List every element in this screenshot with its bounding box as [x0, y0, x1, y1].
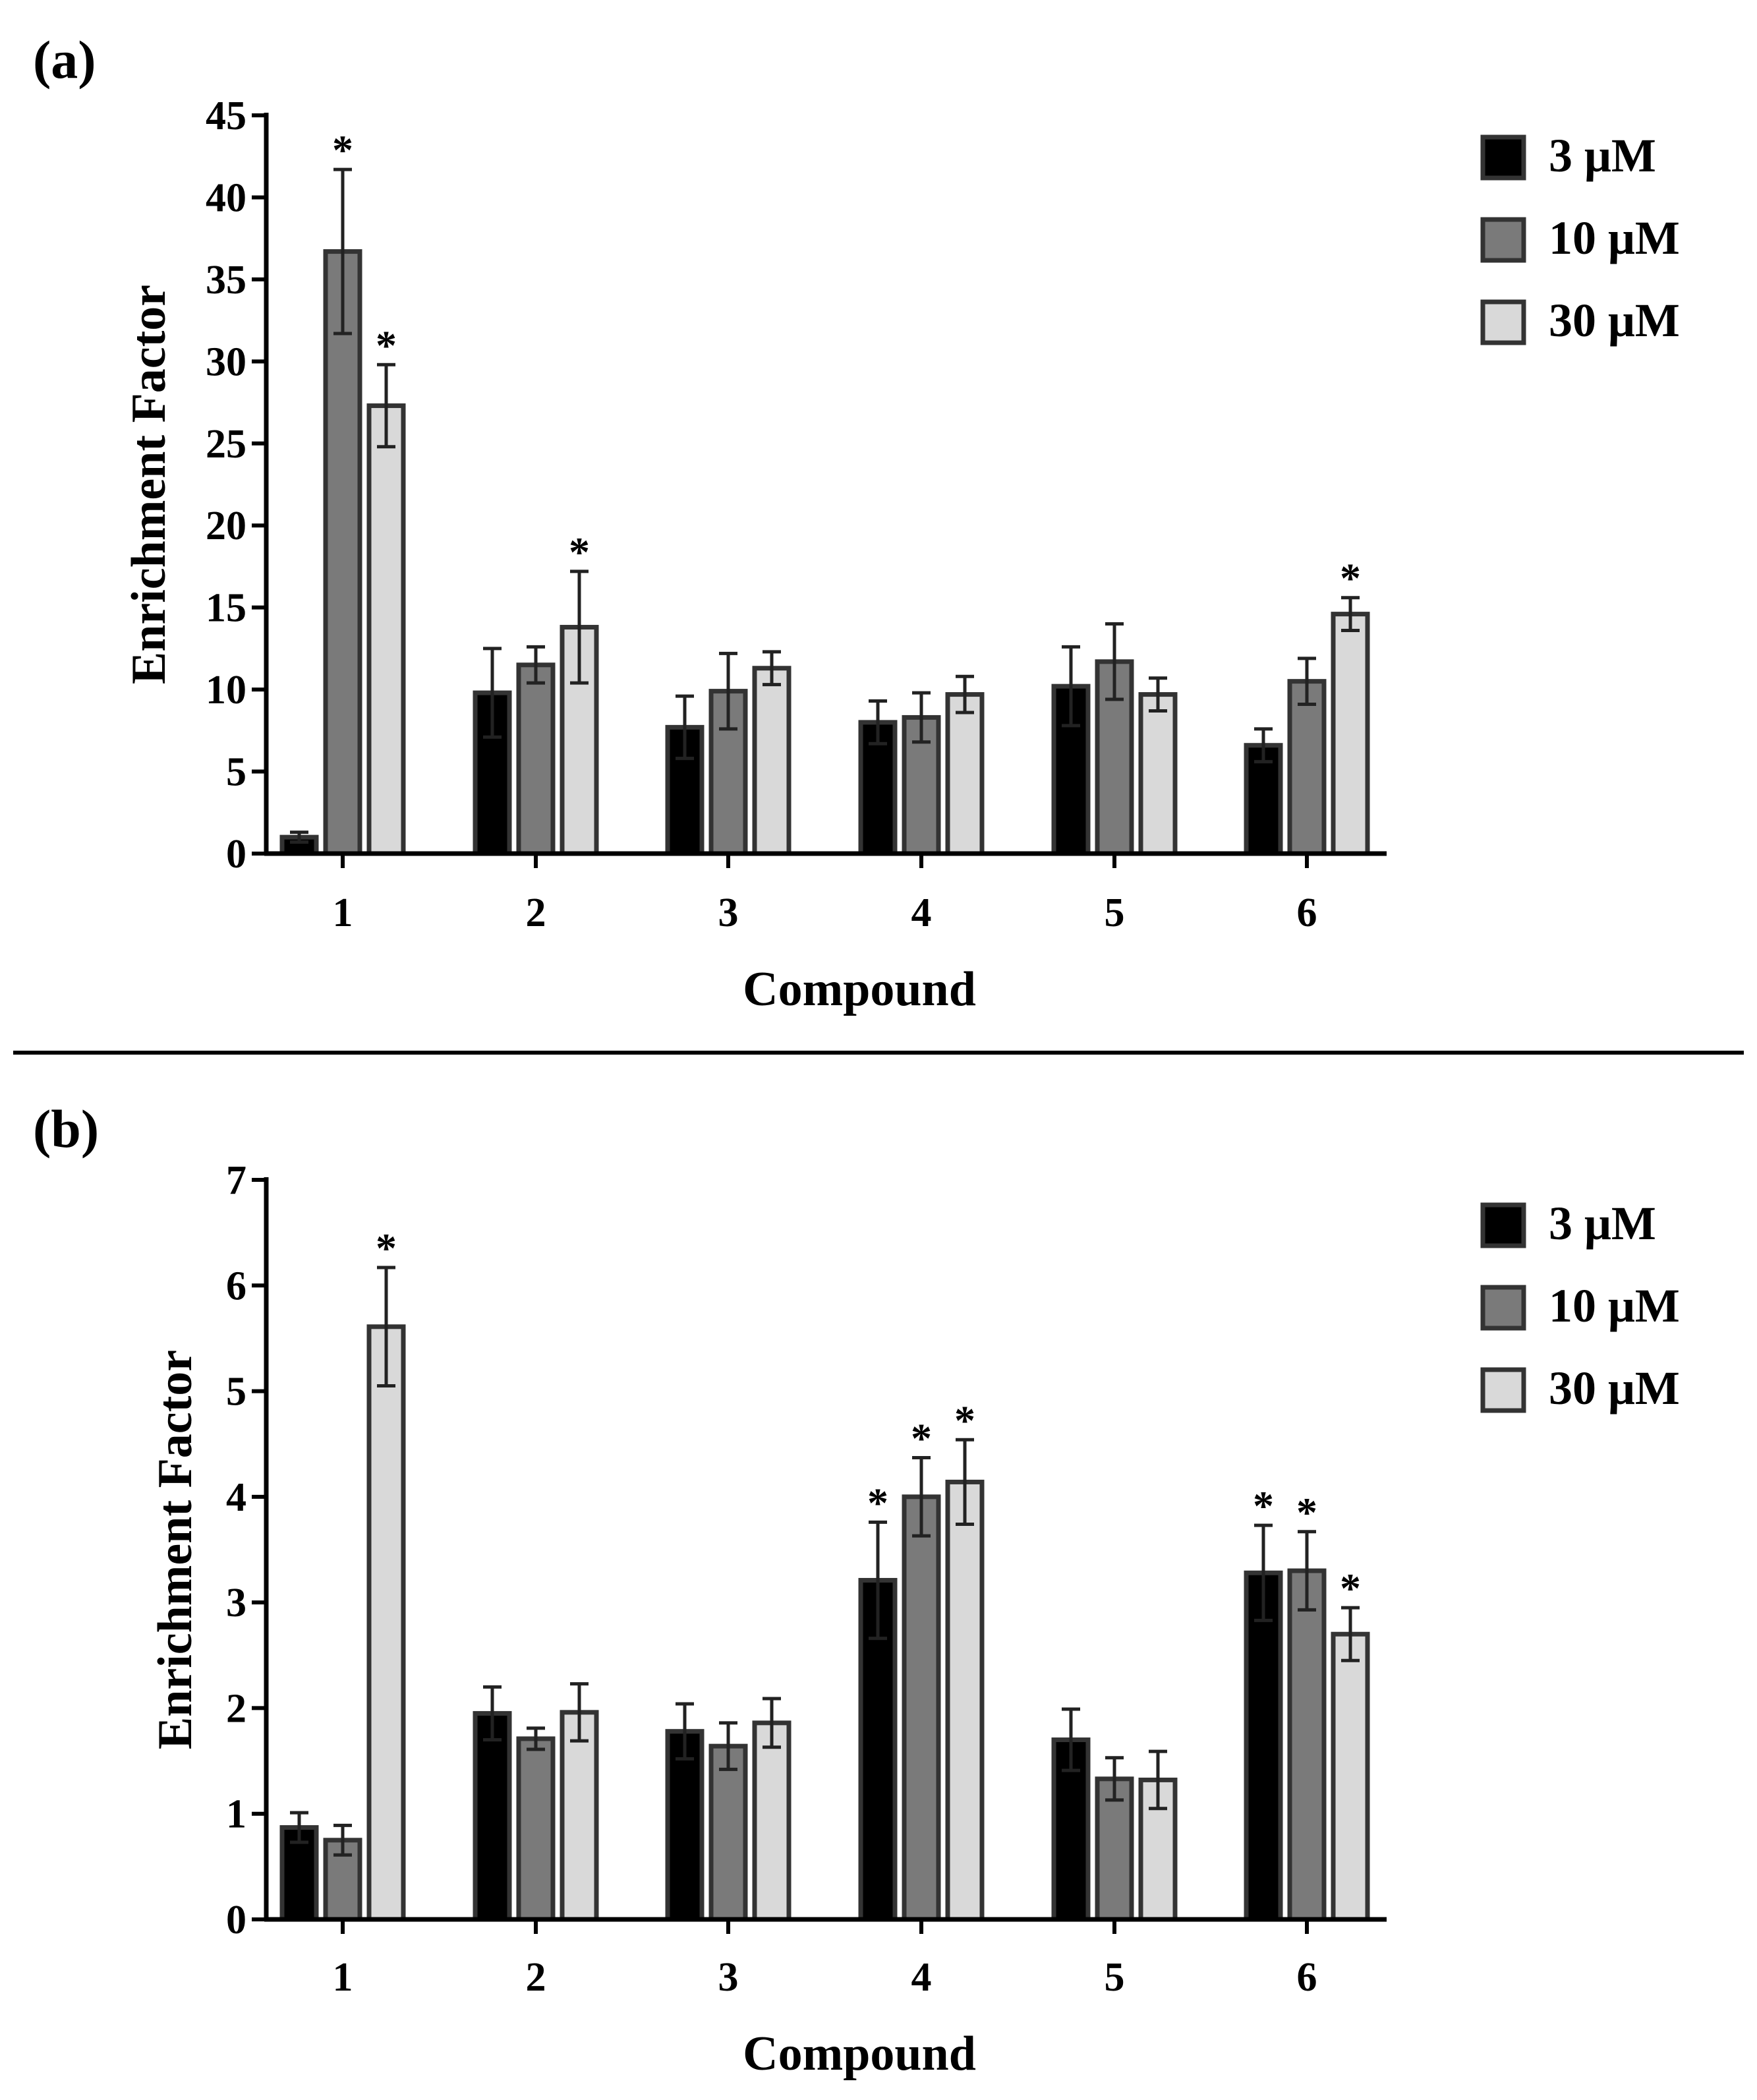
bar: [516, 1736, 556, 1922]
bar: [665, 1729, 705, 1922]
significance-star: *: [376, 1225, 397, 1271]
y-tick-label: 4: [226, 1475, 246, 1520]
legend-label: 10 μM: [1549, 1279, 1680, 1332]
bar: [1244, 1570, 1283, 1922]
legend-label: 30 μM: [1549, 1362, 1680, 1415]
y-tick-label: 1: [226, 1792, 246, 1837]
significance-star: *: [954, 1397, 975, 1444]
y-tick-label: 15: [206, 586, 246, 631]
legend-swatch: [1480, 1367, 1526, 1413]
x-tick-label: 2: [526, 890, 546, 935]
y-tick-label: 45: [206, 94, 246, 138]
panel-label: (a): [33, 30, 96, 90]
x-tick-label: 6: [1297, 890, 1317, 935]
significance-star: *: [1296, 1489, 1317, 1536]
bar: [1287, 679, 1327, 856]
bar: [560, 1710, 599, 1922]
y-tick-label: 5: [226, 1370, 246, 1415]
significance-star: *: [867, 1479, 888, 1526]
y-tick-label: 0: [226, 832, 246, 877]
y-tick-label: 7: [226, 1158, 246, 1203]
x-tick-label: 1: [333, 1955, 353, 2000]
y-tick-label: 0: [226, 1898, 246, 1942]
legend-swatch: [1480, 1202, 1526, 1248]
y-tick-label: 30: [206, 339, 246, 384]
bar: [473, 1710, 512, 1922]
significance-star: *: [1340, 1565, 1361, 1612]
bar: [366, 403, 406, 856]
x-axis-title: Compound: [743, 2027, 976, 2081]
x-axis-title: Compound: [743, 962, 976, 1016]
legend-label: 3 μM: [1549, 1197, 1656, 1250]
y-tick-label: 3: [226, 1581, 246, 1625]
legend-swatch: [1480, 217, 1526, 263]
x-tick-label: 1: [333, 890, 353, 935]
legend-label: 3 μM: [1549, 129, 1656, 182]
x-tick-label: 4: [911, 1955, 932, 2000]
bar: [323, 249, 362, 856]
significance-star: *: [332, 127, 353, 173]
bar: [1095, 1776, 1134, 1922]
bar: [1331, 1631, 1370, 1922]
bar: [752, 666, 792, 856]
x-tick-label: 2: [526, 1955, 546, 2000]
bar: [1287, 1568, 1327, 1922]
significance-star: *: [1253, 1482, 1274, 1529]
y-tick-label: 25: [206, 422, 246, 467]
y-tick-label: 20: [206, 504, 246, 548]
x-tick-label: 5: [1105, 890, 1125, 935]
y-axis-title: Enrichment Factor: [148, 1350, 202, 1749]
bar: [945, 1479, 985, 1922]
y-tick-label: 2: [226, 1686, 246, 1731]
significance-star: *: [911, 1415, 932, 1462]
panel-label: (b): [33, 1099, 99, 1159]
y-tick-label: 35: [206, 258, 246, 303]
bar: [1331, 612, 1370, 856]
significance-star: *: [376, 322, 397, 368]
legend-swatch: [1480, 299, 1526, 345]
significance-star: *: [1340, 555, 1361, 602]
bar: [752, 1720, 792, 1922]
legend-swatch: [1480, 134, 1526, 181]
y-tick-label: 10: [206, 668, 246, 713]
bar: [516, 662, 556, 856]
significance-star: *: [569, 529, 590, 575]
y-tick-label: 6: [226, 1264, 246, 1308]
legend-swatch: [1480, 1285, 1526, 1331]
y-tick-label: 40: [206, 175, 246, 220]
x-tick-label: 6: [1297, 1955, 1317, 2000]
x-tick-label: 5: [1105, 1955, 1125, 2000]
bar: [708, 1743, 748, 1922]
y-tick-label: 5: [226, 750, 246, 795]
x-tick-label: 3: [718, 1955, 739, 2000]
bar: [366, 1324, 406, 1922]
y-axis-title: Enrichment Factor: [122, 285, 176, 684]
legend-label: 10 μM: [1549, 212, 1680, 264]
bar: [902, 1494, 941, 1922]
x-tick-label: 4: [911, 890, 932, 935]
legend-label: 30 μM: [1549, 294, 1680, 347]
panel-b: (b) * * * * * * * 0 1 2 3 4 5 6 7 1 2 3 4 5 6 Compound Enrichme…: [33, 1099, 1680, 2081]
bar: [945, 692, 985, 856]
x-tick-label: 3: [718, 890, 739, 935]
bar: [1138, 692, 1178, 856]
